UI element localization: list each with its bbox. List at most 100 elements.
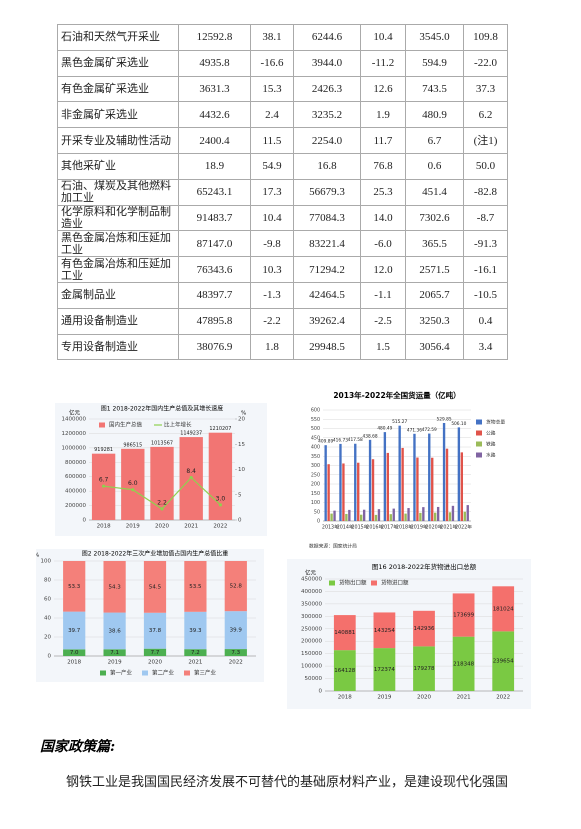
table-cell: 76343.6 <box>178 256 251 283</box>
y-axis-label: 亿元 <box>305 569 317 577</box>
table-cell: 15.3 <box>250 75 294 103</box>
table-cell: (注1) <box>463 127 508 154</box>
table-cell: 76.8 <box>360 152 406 180</box>
data-label: 53.3 <box>68 584 81 590</box>
x-tick-label: 2014年 <box>337 524 354 531</box>
bar <box>466 505 469 521</box>
y-tick-label: 450 <box>311 435 320 441</box>
chart-title: 2013年-2022年全国货运量（亿吨） <box>333 390 460 400</box>
table-cell: 365.5 <box>405 230 464 258</box>
data-label: 54.5 <box>149 584 162 590</box>
table-cell: 2.4 <box>250 101 294 129</box>
y-tick-label: 350 <box>311 454 320 460</box>
table-cell: 0.4 <box>463 307 508 335</box>
table-cell: 12592.8 <box>178 24 251 51</box>
legend-label: 货物出口额 <box>339 579 367 587</box>
table-row: 石油、煤炭及其他燃料加工业 65243.1 17.3 56679.3 25.3 451.4… <box>57 178 508 206</box>
data-table: 石油和天然气开采业 12592.8 38.1 6244.6 10.4 3545.0 109.… <box>57 24 508 361</box>
legend-label: 水路 <box>486 452 496 459</box>
table-row: 黑色金属矿采选业 4935.8 -16.6 3944.0 -11.2 594.9 -22.0 <box>57 49 508 77</box>
table-cell: 91483.7 <box>178 204 251 232</box>
x-tick-label: 2018 <box>338 695 352 701</box>
x-tick-label: 2021 <box>457 695 471 701</box>
bar <box>407 508 410 521</box>
bar <box>360 514 363 521</box>
table-cell: 2426.3 <box>293 75 361 103</box>
bar <box>357 462 360 521</box>
y-tick-label: 40 <box>44 616 51 622</box>
row-label: 其他采矿业 <box>57 152 179 180</box>
x-tick-label: 2020 <box>417 695 431 701</box>
table-cell: 47895.8 <box>178 307 251 335</box>
table-cell: 11.7 <box>360 127 406 154</box>
data-label: 173699 <box>453 613 474 619</box>
table-cell: 0.6 <box>405 152 464 180</box>
y2-tick-label: 20 <box>238 417 245 423</box>
table-row: 通用设备制造业 47895.8 -2.2 39262.4 -2.5 3250.3 0.4 <box>57 307 508 335</box>
y-tick-label: 100000 <box>301 664 322 670</box>
bar <box>333 615 356 651</box>
table-cell: -10.5 <box>463 281 508 309</box>
x-tick-label: 2022 <box>213 524 227 530</box>
table-cell: 743.5 <box>405 75 464 103</box>
table-cell: -16.6 <box>250 49 294 77</box>
bar <box>460 452 464 521</box>
table-row: 非金属矿采选业 4432.6 2.4 3235.2 1.9 480.9 6.2 <box>57 101 508 129</box>
data-label: 6.7 <box>99 477 109 484</box>
table-cell: 3631.3 <box>178 75 251 103</box>
row-label: 石油和天然气开采业 <box>57 24 179 51</box>
table-cell: 109.8 <box>463 24 508 51</box>
bar <box>333 650 356 691</box>
table-cell: 71294.2 <box>293 256 361 283</box>
legend-label: 第二产业 <box>152 669 175 677</box>
table-cell: 12.0 <box>360 256 406 283</box>
y-tick-label: 600 <box>311 408 320 414</box>
table-cell: 6.2 <box>463 101 508 129</box>
legend-label: 第三产业 <box>194 669 217 677</box>
y-tick-label: 60 <box>44 597 51 603</box>
data-label: 7.3 <box>231 650 240 656</box>
table-cell: 38076.9 <box>178 333 251 361</box>
row-label: 有色金属冶炼和压延加工业 <box>57 256 179 283</box>
bar <box>442 422 446 521</box>
bar <box>419 512 422 521</box>
y-tick-label: 400000 <box>301 589 322 595</box>
data-label: 417.58 <box>348 437 363 443</box>
bar <box>413 610 435 647</box>
table-cell: -2.5 <box>360 307 406 335</box>
bar <box>63 611 86 650</box>
x-tick-label: 2021 <box>188 660 202 666</box>
table-cell: -11.2 <box>360 49 406 77</box>
bar <box>143 561 167 613</box>
x-tick-label: 2019 <box>126 524 140 530</box>
table-cell: 3545.0 <box>405 24 464 51</box>
bar <box>342 463 345 521</box>
bar <box>184 611 207 650</box>
table-row: 有色金属矿采选业 3631.3 15.3 2426.3 12.6 743.5 37.3 <box>57 75 508 103</box>
x-tick-label: 2020年 <box>425 524 442 531</box>
data-label: 3.0 <box>216 495 226 502</box>
bar <box>492 586 515 632</box>
line-point <box>131 488 135 492</box>
bar <box>103 612 126 650</box>
table-cell: 2065.7 <box>405 281 464 309</box>
chart-title: 图2 2018-2022年三次产业增加值占国内生产总值比重 <box>82 550 228 558</box>
y-tick-label: 1400000 <box>62 417 87 423</box>
y-tick-label: 0 <box>317 519 320 525</box>
bar <box>434 512 437 521</box>
y-tick-label: 350000 <box>301 601 322 607</box>
bar <box>103 649 126 656</box>
table-row: 石油和天然气开采业 12592.8 38.1 6244.6 10.4 3545.0 109.… <box>57 24 508 51</box>
bar <box>224 561 247 612</box>
x-tick-label: 2020 <box>155 524 169 530</box>
y-tick-label: 150000 <box>301 651 322 657</box>
row-label: 黑色金属矿采选业 <box>57 49 179 77</box>
data-label: 37.8 <box>149 628 162 634</box>
table-row: 专用设备制造业 38076.9 1.8 29948.5 1.5 3056.4 3.4 <box>57 333 508 361</box>
legend-swatch <box>184 670 190 676</box>
data-label: 1149237 <box>180 431 202 437</box>
bar <box>362 509 366 521</box>
y-tick-label: 200000 <box>301 639 322 645</box>
row-label: 金属制品业 <box>57 281 179 309</box>
